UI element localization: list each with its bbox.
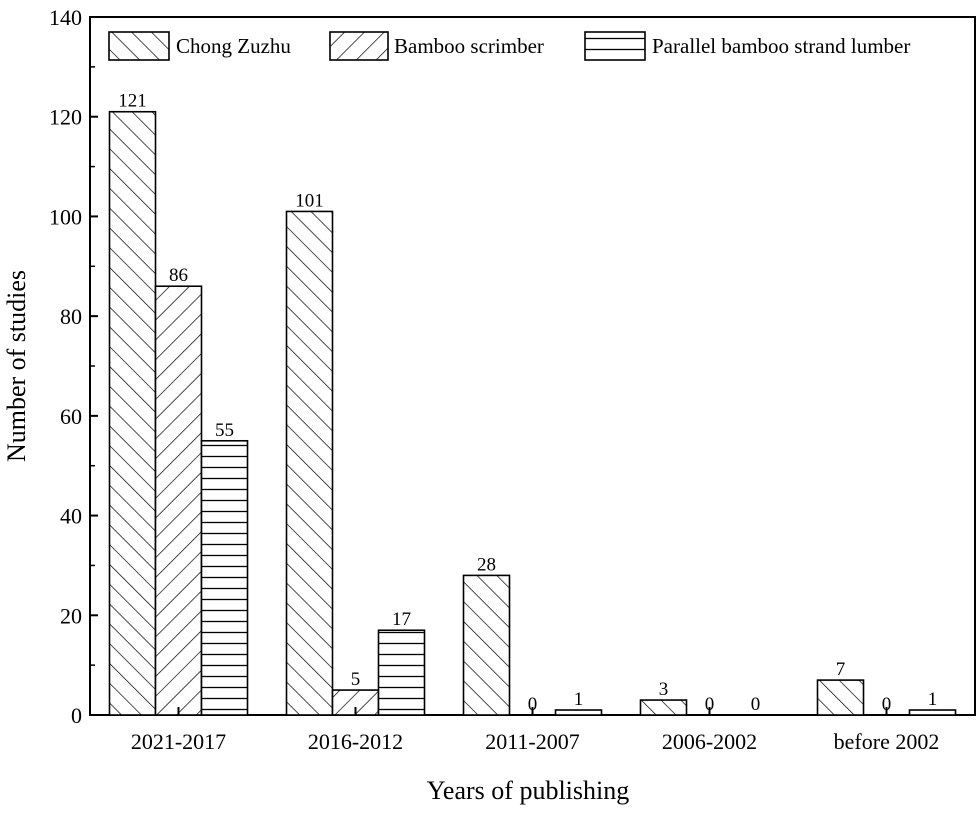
bar	[200, 439, 249, 716]
bar	[639, 699, 688, 716]
y-tick-label: 140	[49, 5, 82, 30]
y-tick-label: 0	[71, 703, 82, 728]
y-tick-label: 100	[49, 204, 82, 229]
bar	[108, 110, 157, 716]
y-tick-label: 40	[60, 504, 82, 529]
y-tick-label: 120	[49, 105, 82, 130]
bar-value-label: 1	[928, 689, 938, 710]
bar	[908, 709, 957, 716]
x-axis-title: Years of publishing	[427, 776, 629, 805]
x-tick-label: 2021-2017	[131, 729, 226, 754]
bar-value-label: 0	[528, 694, 538, 715]
legend-label: Bamboo scrimber	[394, 34, 544, 58]
bar-value-label: 3	[659, 679, 669, 700]
bar-value-label: 28	[477, 554, 496, 575]
bar-value-label: 121	[118, 91, 147, 112]
bar	[377, 629, 426, 716]
x-tick-label: 2011-2007	[485, 729, 580, 754]
bar-value-label: 86	[169, 265, 188, 286]
legend-swatch	[584, 31, 646, 61]
data-labels-group: 121 86 55 101 5 17 28 0 1 3 0 0 7 0 1	[118, 91, 937, 715]
bar-value-label: 5	[351, 669, 361, 690]
bars-group	[108, 110, 957, 716]
bar-value-label: 17	[392, 609, 411, 630]
bar	[816, 679, 865, 716]
bar	[154, 285, 203, 716]
bar	[462, 574, 511, 716]
x-tick-label: 2016-2012	[308, 729, 403, 754]
legend-label: Chong Zuzhu	[176, 34, 291, 58]
y-tick-label: 20	[60, 603, 82, 628]
bar-value-label: 0	[882, 694, 892, 715]
y-tick-label: 60	[60, 404, 82, 429]
bar	[285, 210, 334, 716]
legend-swatch	[329, 31, 389, 61]
axes: Number of studies Years of publishing 0 2…	[2, 5, 939, 805]
bar-value-label: 1	[574, 689, 584, 710]
legend: Chong Zuzhu Bamboo scrimber Parallel bambo…	[108, 31, 910, 61]
legend-swatch	[108, 31, 170, 61]
x-tick-label: before 2002	[834, 729, 940, 754]
bar-value-label: 101	[295, 190, 324, 211]
legend-label: Parallel bamboo strand lumber	[652, 34, 910, 58]
y-axis-title: Number of studies	[2, 270, 31, 462]
x-tick-label: 2006-2002	[662, 729, 757, 754]
y-tick-label: 80	[60, 304, 82, 329]
bar-value-label: 0	[751, 694, 761, 715]
bar-value-label: 7	[836, 659, 846, 680]
bar	[554, 709, 603, 716]
bar-value-label: 55	[215, 420, 234, 441]
bar-value-label: 0	[705, 694, 715, 715]
